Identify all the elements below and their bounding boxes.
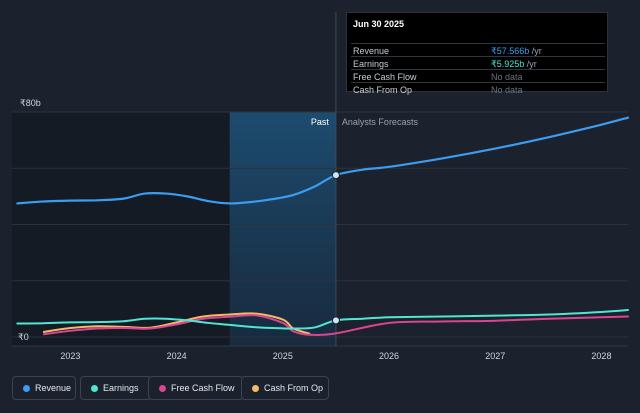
tooltip-row-earnings: Earnings ₹5.925b /yr: [351, 56, 605, 70]
series-line-earnings: [16, 309, 629, 330]
legend-dot-icon: [23, 385, 30, 392]
tooltip-row-revenue: Revenue ₹57.566b /yr: [351, 43, 605, 57]
tooltip-row-free-cash-flow: Free Cash Flow No data: [351, 69, 605, 83]
data-tooltip: Jun 30 2025 Revenue ₹57.566b /yr Earning…: [346, 12, 608, 95]
tooltip-label: Free Cash Flow: [353, 72, 417, 82]
legend-label: Free Cash Flow: [171, 383, 235, 393]
marker-revenue: [331, 171, 340, 180]
legend-label: Cash From Op: [264, 383, 324, 393]
legend-item-cash-from-op[interactable]: Cash From Op: [241, 376, 329, 400]
series-line-revenue: [16, 116, 630, 205]
series-line-cash-from-op: [42, 312, 311, 335]
legend-item-earnings[interactable]: Earnings: [80, 376, 152, 400]
legend-dot-icon: [91, 385, 98, 392]
tooltip-value: No data: [491, 85, 523, 95]
legend-item-revenue[interactable]: Revenue: [12, 376, 76, 400]
legend-dot-icon: [252, 385, 259, 392]
tooltip-value: ₹5.925b /yr: [491, 59, 537, 69]
tooltip-value: No data: [491, 72, 523, 82]
gridlines: [12, 111, 628, 347]
x-tick-label: 2026: [379, 351, 399, 361]
legend-label: Earnings: [103, 383, 139, 393]
series-line-free-cash-flow: [42, 314, 629, 336]
legend-dot-icon: [159, 385, 166, 392]
past-highlight-region: [229, 112, 336, 346]
past-region-dark: [12, 112, 230, 346]
x-tick-label: 2025: [273, 351, 293, 361]
tooltip-row-cash-from-op: Cash From Op No data: [351, 82, 605, 95]
tooltip-label: Cash From Op: [353, 85, 413, 95]
x-tick-label: 2023: [60, 351, 80, 361]
legend-label: Revenue: [35, 383, 72, 393]
x-tick-label: 2024: [167, 351, 187, 361]
x-tick-label: 2027: [485, 351, 505, 361]
x-axis: 2023 2024 2025 2026 2027 2028: [60, 351, 611, 361]
past-label: Past: [311, 117, 330, 127]
tooltip-value: ₹57.566b /yr: [491, 46, 542, 56]
x-tick-label: 2028: [591, 351, 611, 361]
tooltip-date: Jun 30 2025: [353, 19, 405, 29]
marker-earnings: [331, 316, 340, 325]
y-axis-top-label: ₹80b: [20, 98, 41, 108]
legend-item-free-cash-flow[interactable]: Free Cash Flow: [148, 376, 244, 400]
y-axis-zero-label: ₹0: [18, 332, 29, 342]
series-layer: [16, 116, 630, 336]
tooltip-label: Revenue: [353, 46, 390, 56]
tooltip-label: Earnings: [353, 59, 389, 69]
forecast-label: Analysts Forecasts: [342, 117, 419, 127]
